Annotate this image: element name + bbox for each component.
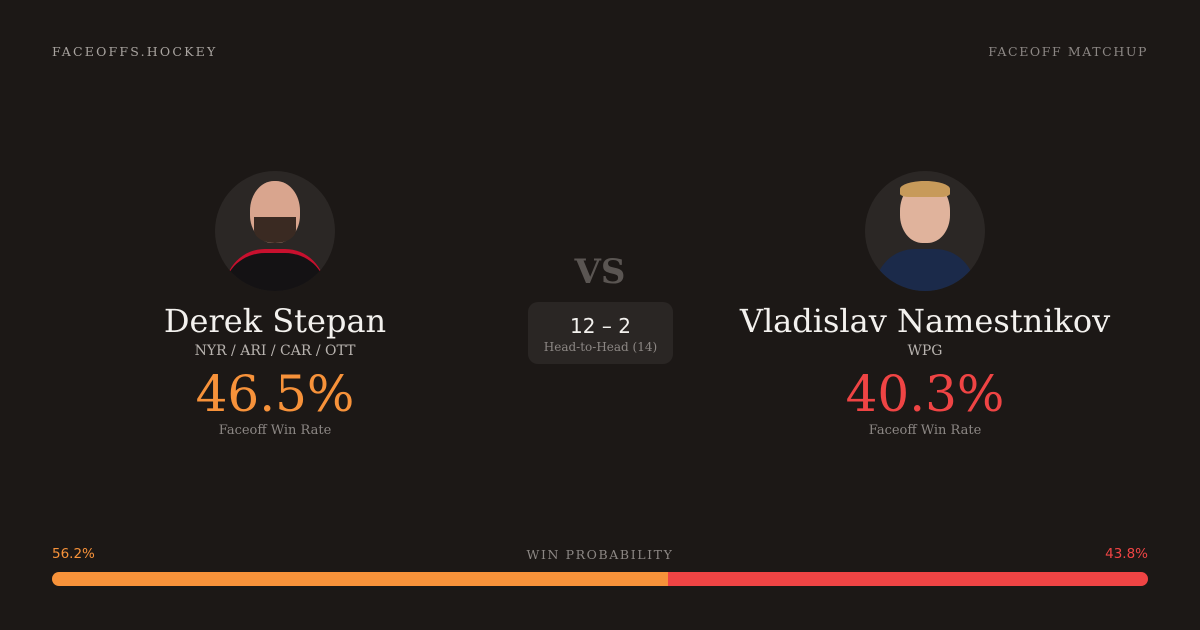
player-avatar [865, 171, 985, 291]
player-teams: NYR / ARI / CAR / OTT [194, 343, 356, 359]
player-left: Derek Stepan NYR / ARI / CAR / OTT 46.5%… [75, 171, 475, 438]
win-probability-left-fill [52, 572, 668, 586]
player-right: Vladislav Namestnikov WPG 40.3% Faceoff … [725, 171, 1125, 438]
win-probability-right: 43.8% [1105, 546, 1148, 562]
player-name: Vladislav Namestnikov [739, 302, 1111, 340]
head-to-head-card: 12 – 2 Head-to-Head (14) [528, 302, 673, 364]
win-probability-bar [52, 572, 1148, 586]
win-probability-label: WIN PROBABILITY [526, 547, 674, 562]
vs-label: VS [574, 252, 626, 292]
head-to-head-score: 12 – 2 [570, 314, 631, 338]
site-brand: FACEOFFS.HOCKEY [52, 44, 218, 59]
win-rate-label: Faceoff Win Rate [868, 423, 982, 438]
faceoff-win-rate: 40.3% [845, 365, 1005, 423]
win-rate-label: Faceoff Win Rate [218, 423, 332, 438]
page-tag: FACEOFF MATCHUP [988, 44, 1148, 59]
player-avatar [215, 171, 335, 291]
player-name: Derek Stepan [163, 302, 387, 340]
faceoff-win-rate: 46.5% [195, 365, 355, 423]
win-probability-right-fill [667, 572, 1148, 586]
player-teams: WPG [907, 343, 943, 359]
head-to-head-label: Head-to-Head (14) [543, 340, 658, 354]
win-probability-left: 56.2% [52, 546, 95, 562]
